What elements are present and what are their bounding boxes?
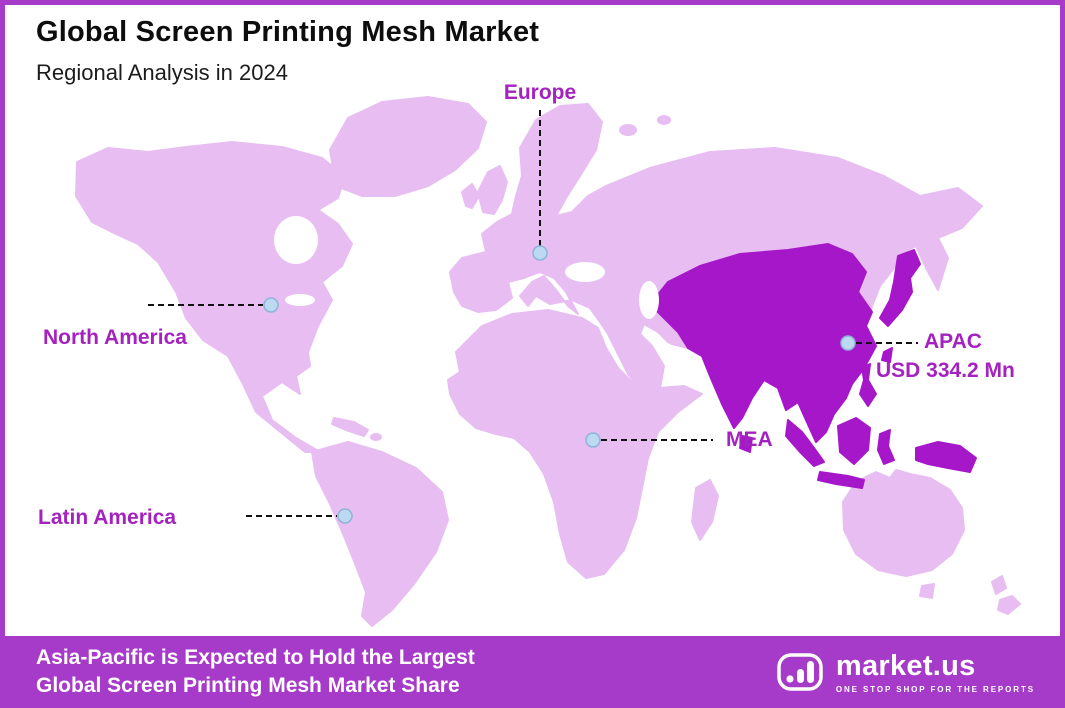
region-label-apac: APAC (924, 330, 982, 353)
region-label-north-america: North America (43, 326, 187, 349)
map-borneo (837, 417, 871, 465)
map-ireland (461, 183, 480, 209)
map-hudson-bay (274, 216, 318, 264)
map-britain (477, 165, 508, 215)
map-cuba (331, 417, 369, 437)
map-iceland (435, 141, 457, 155)
brand-text: market.us ONE STOP SHOP FOR THE REPORTS (836, 651, 1035, 694)
world-map (75, 96, 1021, 627)
map-south-america (311, 441, 449, 627)
page-subtitle: Regional Analysis in 2024 (36, 60, 288, 85)
map-tasmania (919, 583, 935, 599)
footer-headline-line1: Asia-Pacific is Expected to Hold the Lar… (36, 646, 475, 669)
header: Global Screen Printing Mesh Market Regio… (36, 16, 539, 86)
map-great-lakes (285, 294, 315, 306)
region-label-europe: Europe (503, 81, 577, 104)
map-sri-lanka (739, 435, 753, 453)
footer-headline-line2: Global Screen Printing Mesh Market Share (36, 674, 460, 697)
marker-apac (840, 335, 856, 351)
map-north-america (75, 141, 353, 453)
market-us-logo-icon (777, 653, 823, 691)
map-taiwan (881, 347, 893, 363)
footer-headline: Asia-Pacific is Expected to Hold the Lar… (36, 644, 475, 700)
map-caspian-sea (639, 281, 659, 319)
map-apac-highlight (651, 243, 877, 443)
page-title: Global Screen Printing Mesh Market (36, 16, 540, 48)
brand-name: market.us (835, 649, 976, 682)
map-new-zealand-south (997, 595, 1021, 615)
map-new-zealand-north (991, 575, 1007, 595)
region-value-apac: USD 334.2 Mn (876, 359, 1015, 382)
map-hispaniola (370, 433, 382, 441)
map-africa (447, 309, 703, 579)
marker-latin-america (337, 508, 353, 524)
marker-europe (532, 245, 548, 261)
map-java (817, 471, 865, 489)
map-japan (879, 249, 921, 327)
map-new-guinea (915, 441, 977, 473)
marker-north-america (263, 297, 279, 313)
map-madagascar (691, 479, 719, 541)
map-australia (842, 469, 965, 577)
marker-mea (585, 432, 601, 448)
map-arctic-island (619, 124, 637, 136)
map-black-sea (565, 262, 605, 282)
map-sulawesi (877, 429, 895, 465)
brand-block: market.us ONE STOP SHOP FOR THE REPORTS (776, 648, 1035, 696)
map-philippines (859, 363, 877, 407)
map-arctic-island-2 (657, 115, 671, 125)
region-label-latin-america: Latin America (38, 506, 177, 529)
region-label-mea: MEA (726, 428, 773, 451)
brand-tagline: ONE STOP SHOP FOR THE REPORTS (835, 684, 1035, 694)
map-sumatra (785, 419, 825, 467)
map-greenland (329, 96, 487, 197)
footer-banner: Asia-Pacific is Expected to Hold the Lar… (0, 636, 1065, 708)
